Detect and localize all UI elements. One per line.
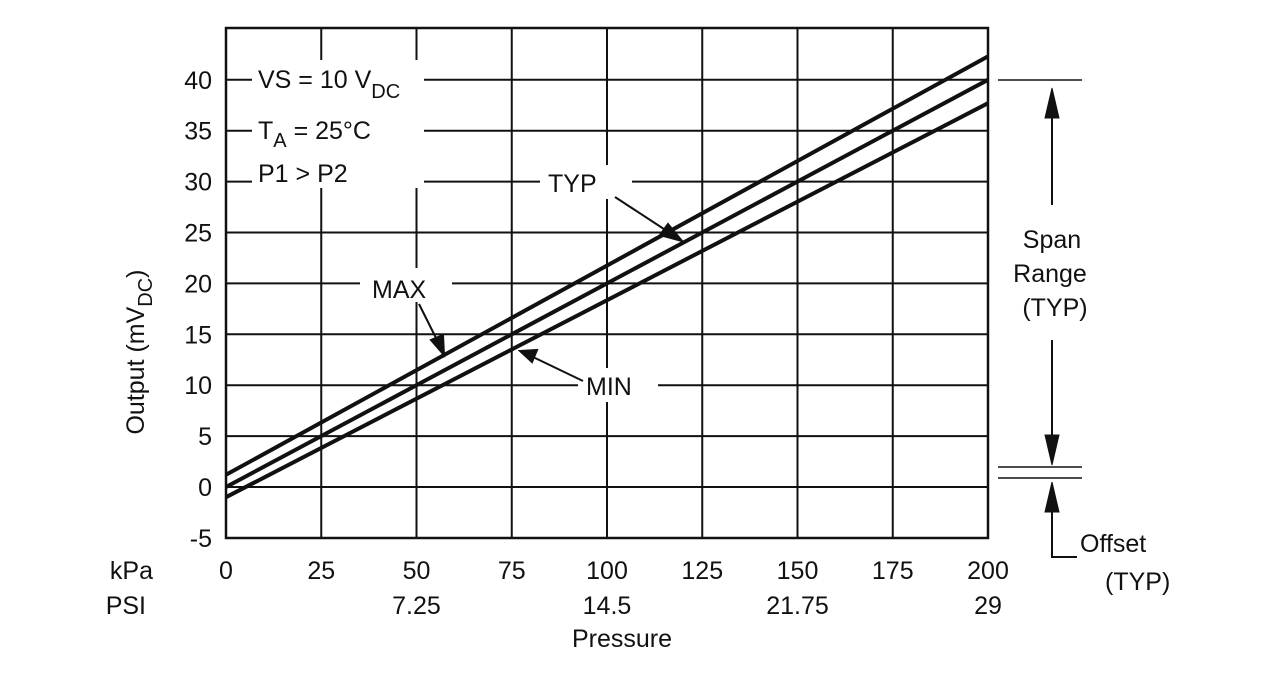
series-line-max bbox=[225, 54, 989, 477]
x-axis-title: Pressure bbox=[572, 625, 672, 653]
x-tick-label: 200 bbox=[967, 557, 1009, 585]
y-tick-label: 35 bbox=[184, 118, 212, 146]
series-lines bbox=[225, 54, 989, 499]
span-label-3: (TYP) bbox=[1022, 294, 1087, 322]
condition-vs: VS = 10 VDC bbox=[258, 66, 400, 103]
offset-label-2: (TYP) bbox=[1105, 568, 1170, 596]
plot-frame bbox=[224, 26, 990, 540]
x-unit-psi: PSI bbox=[106, 592, 146, 620]
span-down-arrow-icon bbox=[1044, 434, 1060, 466]
y-axis-title: Output (mVDC) bbox=[122, 269, 157, 434]
annotation-max: MAX bbox=[372, 276, 427, 304]
x-tick-label: 25 bbox=[307, 557, 335, 585]
x-tick-label: 50 bbox=[403, 557, 431, 585]
condition-ta: TA = 25°C bbox=[258, 117, 371, 152]
label-backgrounds bbox=[252, 60, 658, 402]
min-arrowhead-icon bbox=[517, 348, 539, 364]
y-tick-label: 40 bbox=[184, 67, 212, 95]
x-tick-label: 75 bbox=[498, 557, 526, 585]
span-label-2: Range bbox=[1013, 260, 1087, 288]
offset-label-1: Offset bbox=[1080, 530, 1146, 558]
span-offset-dimension bbox=[998, 79, 1082, 558]
x-tick-label: 150 bbox=[777, 557, 819, 585]
series-line-typ bbox=[225, 78, 989, 489]
annotation-arrows bbox=[418, 196, 685, 382]
x-tick-label: 0 bbox=[219, 557, 233, 585]
psi-tick-label: 14.5 bbox=[583, 592, 632, 620]
annotation-min: MIN bbox=[586, 373, 632, 401]
y-tick-label: 15 bbox=[184, 321, 212, 349]
y-tick-label: 20 bbox=[184, 270, 212, 298]
span-up-arrow-icon bbox=[1044, 87, 1060, 119]
max-arrowhead-icon bbox=[429, 333, 446, 358]
y-tick-label: 25 bbox=[184, 220, 212, 248]
x-tick-label: 125 bbox=[681, 557, 723, 585]
x-tick-label: 175 bbox=[872, 557, 914, 585]
annotation-typ: TYP bbox=[548, 170, 597, 198]
x-unit-kpa: kPa bbox=[110, 557, 153, 585]
span-label-1: Span bbox=[1023, 226, 1081, 254]
x-tick-label: 100 bbox=[586, 557, 628, 585]
condition-pressure: P1 > P2 bbox=[258, 160, 348, 188]
typ-arrowhead-icon bbox=[658, 222, 685, 243]
y-tick-label: 5 bbox=[198, 423, 212, 451]
y-tick-label: 10 bbox=[184, 372, 212, 400]
y-tick-label: 0 bbox=[198, 474, 212, 502]
psi-tick-label: 7.25 bbox=[392, 592, 441, 620]
psi-tick-label: 21.75 bbox=[766, 592, 829, 620]
y-tick-label: -5 bbox=[190, 525, 212, 553]
psi-tick-label: 29 bbox=[974, 592, 1002, 620]
series-line-min bbox=[225, 101, 989, 499]
y-tick-label: 30 bbox=[184, 169, 212, 197]
